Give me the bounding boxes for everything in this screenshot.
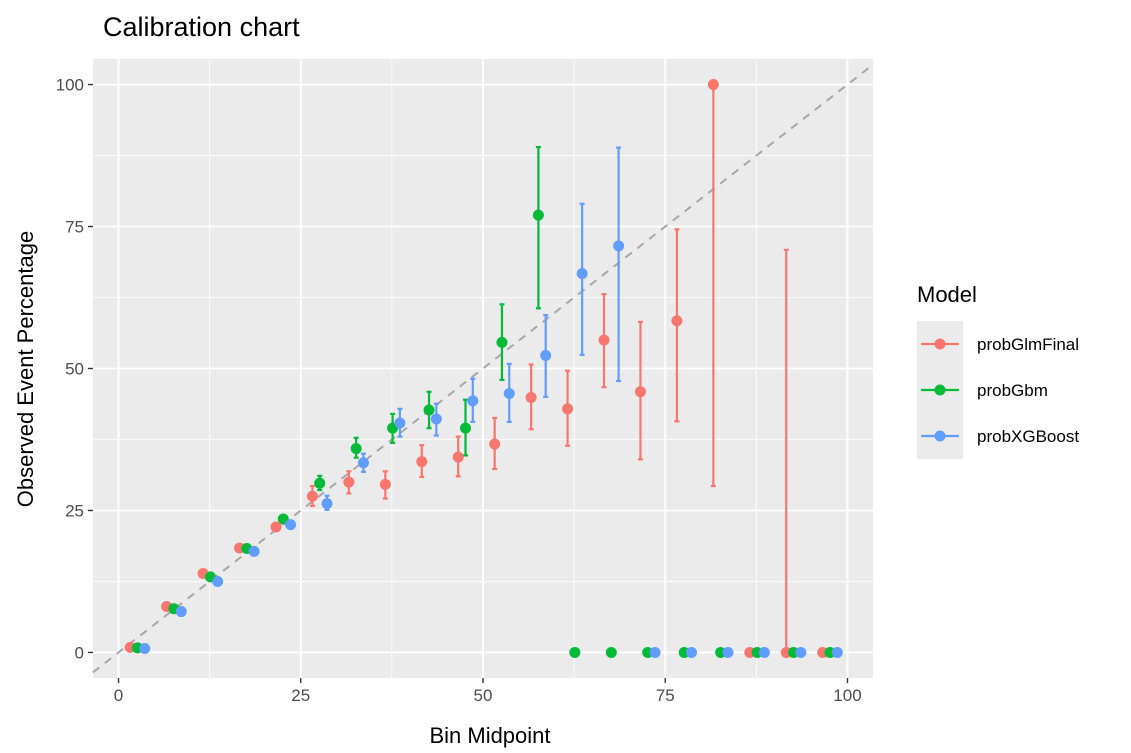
data-point-probXGBoost	[357, 457, 369, 469]
data-point-probXGBoost	[394, 417, 406, 429]
data-point-probGlmFinal	[671, 315, 683, 327]
y-tick-label: 100	[56, 76, 84, 95]
data-point-probGlmFinal	[379, 478, 391, 490]
data-point-probXGBoost	[831, 646, 843, 658]
data-point-probXGBoost	[248, 545, 260, 557]
data-point-probXGBoost	[576, 268, 588, 280]
data-point-probXGBoost	[758, 646, 770, 658]
data-point-probXGBoost	[321, 498, 333, 510]
data-point-probXGBoost	[722, 646, 734, 658]
data-point-probXGBoost	[540, 349, 552, 361]
data-point-probGbm	[532, 209, 544, 221]
data-point-probXGBoost	[139, 642, 151, 654]
data-point-probGlmFinal	[343, 476, 355, 488]
data-point-probGbm	[314, 477, 326, 489]
data-point-probGlmFinal	[562, 403, 574, 415]
data-point-probXGBoost	[613, 240, 625, 252]
data-point-probXGBoost	[467, 395, 479, 407]
y-tick-label: 25	[65, 501, 84, 520]
data-point-probGlmFinal	[489, 438, 501, 450]
data-point-probGlmFinal	[452, 451, 464, 463]
data-point-probGbm	[460, 422, 472, 434]
data-point-probGlmFinal	[306, 490, 318, 502]
data-point-probGlmFinal	[416, 456, 428, 468]
legend-key-point	[934, 338, 946, 350]
y-axis-title: Observed Event Percentage	[13, 231, 38, 507]
data-point-probXGBoost	[649, 646, 661, 658]
chart-title: Calibration chart	[103, 12, 300, 42]
data-point-probGlmFinal	[707, 79, 719, 91]
y-tick-label: 75	[65, 218, 84, 237]
x-tick-label: 25	[291, 686, 310, 705]
data-point-probXGBoost	[175, 606, 187, 618]
data-point-probGbm	[569, 646, 581, 658]
y-tick-label: 50	[65, 360, 84, 379]
legend-label-probGlmFinal: probGlmFinal	[977, 335, 1079, 354]
x-tick-label: 0	[114, 686, 123, 705]
x-tick-label: 100	[833, 686, 861, 705]
legend-key-point	[934, 430, 946, 442]
data-point-probXGBoost	[503, 387, 515, 399]
data-point-probGbm	[605, 646, 617, 658]
data-point-probXGBoost	[795, 646, 807, 658]
data-point-probXGBoost	[212, 575, 224, 587]
legend-label-probXGBoost: probXGBoost	[977, 427, 1079, 446]
x-tick-label: 50	[474, 686, 493, 705]
data-point-probGlmFinal	[598, 334, 610, 346]
data-point-probGlmFinal	[525, 391, 537, 403]
legend-title: Model	[917, 282, 977, 307]
legend-key-point	[934, 384, 946, 396]
data-point-probXGBoost	[285, 519, 297, 531]
x-tick-label: 75	[656, 686, 675, 705]
data-point-probGlmFinal	[634, 386, 646, 398]
plot-area: 0 25 50 75 100 0 25 50 75 100	[56, 59, 874, 705]
y-tick-label: 0	[75, 643, 84, 662]
legend-label-probGbm: probGbm	[977, 381, 1048, 400]
data-point-probGbm	[496, 336, 508, 348]
data-point-probGbm	[423, 404, 435, 416]
data-point-probXGBoost	[430, 413, 442, 425]
data-point-probGlmFinal	[270, 521, 282, 533]
x-axis-title: Bin Midpoint	[429, 723, 550, 748]
data-point-probXGBoost	[685, 646, 697, 658]
legend: Model probGlmFinal probGbm probXGBoost	[917, 282, 1079, 459]
data-point-probGbm	[350, 443, 362, 455]
